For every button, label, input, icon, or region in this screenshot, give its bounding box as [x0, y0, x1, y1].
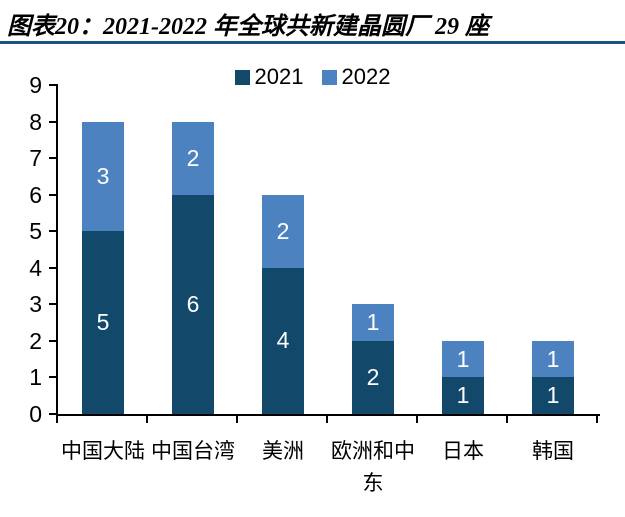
- plot-area: 0 1 2 3 4 5 6 7 8 9 5 3 中国大陆 6 2 中国台湾 4 2 美洲 2 1 欧洲和中东 1 1 日本 1 1 韩…: [0, 44, 625, 517]
- y-tick: [49, 157, 56, 160]
- bar-value-label: 1: [546, 382, 560, 409]
- x-tick: [506, 416, 508, 423]
- legend-entry-2022: 2022: [321, 64, 391, 90]
- y-tick-label: 6: [29, 181, 42, 208]
- y-tick-label: 1: [29, 364, 42, 391]
- chart-legend: 2021 2022: [0, 64, 625, 90]
- bar-value-label: 1: [456, 345, 470, 372]
- legend-label: 2022: [341, 64, 391, 89]
- y-tick-label: 2: [29, 327, 42, 354]
- bar-value-label: 4: [276, 327, 290, 354]
- y-tick-label: 4: [29, 254, 42, 281]
- y-tick: [49, 303, 56, 306]
- stacked-bar-chart: 2021 2022 0 1 2 3 4 5 6 7 8 9 5 3 中国大陆 6 2 中国台湾 4 2 美洲 2 1 欧洲和…: [0, 44, 625, 517]
- bar-segment-2022: 3: [82, 121, 124, 232]
- y-tick: [49, 193, 56, 196]
- y-axis-line: [56, 84, 58, 416]
- bar-value-label: 3: [96, 162, 110, 189]
- bar-segment-2022: 1: [532, 340, 574, 378]
- y-tick-label: 3: [29, 291, 42, 318]
- bar-segment-2021: 5: [82, 231, 124, 414]
- bar-segment-2022: 1: [442, 340, 484, 378]
- bar-value-label: 5: [96, 309, 110, 336]
- y-tick: [49, 413, 56, 415]
- x-tick: [326, 416, 328, 423]
- y-tick: [49, 339, 56, 342]
- x-category-label: 欧洲和中东: [331, 440, 415, 495]
- x-category-label: 美洲: [262, 440, 304, 463]
- y-tick-label: 7: [29, 145, 42, 172]
- bar-value-label: 2: [186, 144, 200, 171]
- y-tick: [49, 120, 56, 123]
- bar-segment-2021: 4: [262, 267, 304, 414]
- y-tick-label: 8: [29, 108, 42, 135]
- x-tick: [416, 416, 418, 423]
- x-category-label: 中国台湾: [151, 440, 235, 463]
- bar-value-label: 2: [366, 363, 380, 390]
- x-tick: [596, 416, 598, 423]
- y-tick-label: 5: [29, 218, 42, 245]
- y-tick: [49, 376, 56, 379]
- y-tick-label: 0: [29, 401, 42, 427]
- figure-title: 图表20：2021-2022 年全球共新建晶圆厂 29 座: [7, 14, 489, 40]
- legend-entry-2021: 2021: [234, 64, 304, 90]
- legend-label: 2021: [254, 64, 304, 89]
- title-underline: [0, 41, 625, 44]
- x-tick: [56, 416, 58, 423]
- y-tick: [49, 230, 56, 233]
- bar-segment-2021: 1: [442, 377, 484, 414]
- y-tick-label: 9: [29, 72, 42, 98]
- bar-value-label: 1: [456, 382, 470, 409]
- legend-swatch-2021: [234, 69, 250, 85]
- bar-segment-2022: 1: [352, 304, 394, 341]
- bar-value-label: 1: [546, 345, 560, 372]
- y-tick: [49, 84, 56, 86]
- legend-swatch-2022: [321, 69, 337, 85]
- bar-segment-2021: 2: [352, 340, 394, 414]
- bar-segment-2021: 6: [172, 194, 214, 414]
- bar-segment-2021: 1: [532, 377, 574, 414]
- x-category-label: 日本: [442, 440, 484, 463]
- bar-value-label: 6: [186, 290, 200, 317]
- x-category-label: 韩国: [532, 440, 574, 463]
- x-tick: [146, 416, 148, 423]
- bar-value-label: 1: [366, 309, 380, 336]
- y-tick: [49, 266, 56, 269]
- x-category-label: 中国大陆: [61, 440, 145, 463]
- bar-value-label: 2: [276, 217, 290, 244]
- x-tick: [236, 416, 238, 423]
- x-axis-line: [56, 414, 600, 416]
- bar-segment-2022: 2: [172, 121, 214, 195]
- bar-segment-2022: 2: [262, 194, 304, 268]
